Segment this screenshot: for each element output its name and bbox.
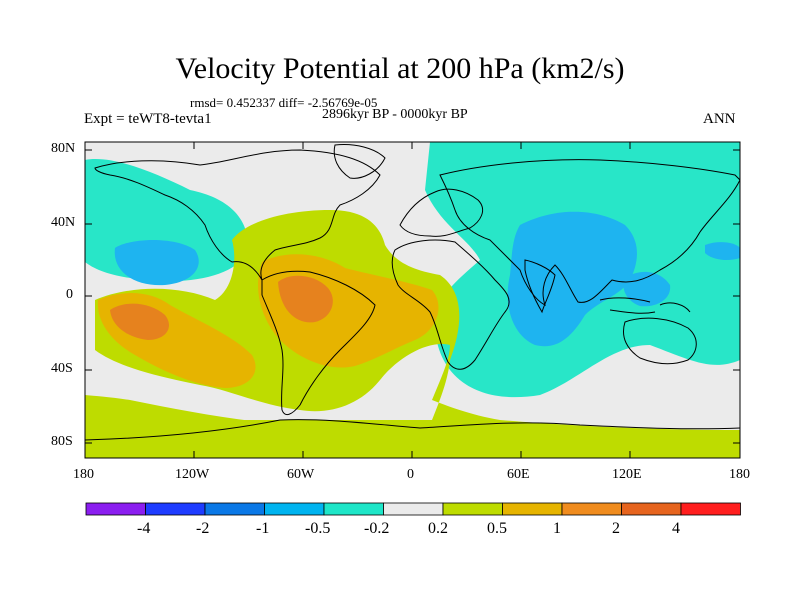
colorbar-label: -0.5 — [305, 520, 331, 537]
colorbar-box — [204, 502, 265, 516]
colorbar-label: 2 — [612, 520, 620, 537]
coast-south-america — [261, 270, 376, 416]
season-label: ANN — [703, 111, 736, 127]
contour-field — [85, 142, 740, 458]
colorbar-label: -0.2 — [364, 520, 390, 537]
colorbar-label: 4 — [672, 520, 680, 537]
pos-core-amazon — [278, 275, 333, 323]
map-title: Velocity Potential at 200 hPa (km2/s) — [175, 52, 625, 85]
colorbar-box — [383, 502, 444, 516]
colorbar-label: 0.2 — [428, 520, 448, 537]
coast-greenland — [333, 144, 386, 179]
coast-maritime — [599, 297, 691, 314]
neg-region-pacific-east — [705, 242, 740, 261]
colorbar-label: -4 — [137, 520, 151, 537]
colorbar-box — [680, 502, 741, 516]
pos-core-south-pacific — [110, 303, 169, 340]
lat-label-0: 0 — [66, 287, 73, 302]
lat-label-80s: 80S — [51, 434, 73, 449]
axis-ticks — [85, 142, 740, 458]
coast-australia — [623, 317, 697, 365]
colorbar-box — [561, 502, 622, 516]
colorbar-box — [264, 502, 325, 516]
colorbar-label: 1 — [553, 520, 561, 537]
lon-label-120e: 120E — [612, 467, 642, 482]
lon-label-0: 0 — [407, 467, 414, 482]
coastlines — [85, 144, 740, 441]
pos-region-south-pacific — [85, 395, 740, 458]
colorbar-box — [502, 502, 563, 516]
colorbar-label: -2 — [196, 520, 210, 537]
neg-region-central-pacific — [114, 240, 199, 286]
stats-subtitle: rmsd= 0.452337 diff= -2.56769e-05 — [190, 95, 378, 110]
experiment-label: Expt = teWT8-tevta1 — [84, 111, 212, 127]
lon-label-120w: 120W — [175, 467, 210, 482]
colorbar-box — [442, 502, 503, 516]
lat-label-80n: 80N — [51, 141, 76, 156]
coast-europe — [399, 188, 483, 237]
coast-africa — [391, 239, 510, 370]
colorbar-box — [621, 502, 682, 516]
colorbar-box — [145, 502, 206, 516]
coast-india — [524, 259, 556, 314]
period-subtitle: 2896kyr BP - 0000kyr BP — [322, 107, 468, 122]
neg-region-indian-ocean — [507, 211, 637, 347]
colorbar-label: -1 — [256, 520, 270, 537]
coast-asia — [439, 159, 740, 306]
colorbar-box — [323, 502, 384, 516]
colorbar-label: 0.5 — [487, 520, 507, 537]
lon-label-180e: 180 — [729, 467, 750, 482]
lon-label-180w: 180 — [73, 467, 94, 482]
lat-label-40n: 40N — [51, 215, 76, 230]
colorbar-box — [85, 502, 146, 516]
lon-label-60w: 60W — [287, 467, 315, 482]
coast-antarctica — [85, 419, 740, 441]
coast-north-america — [94, 149, 381, 281]
lon-label-60e: 60E — [507, 467, 530, 482]
colorbar — [85, 502, 741, 516]
lat-label-40s: 40S — [51, 361, 73, 376]
